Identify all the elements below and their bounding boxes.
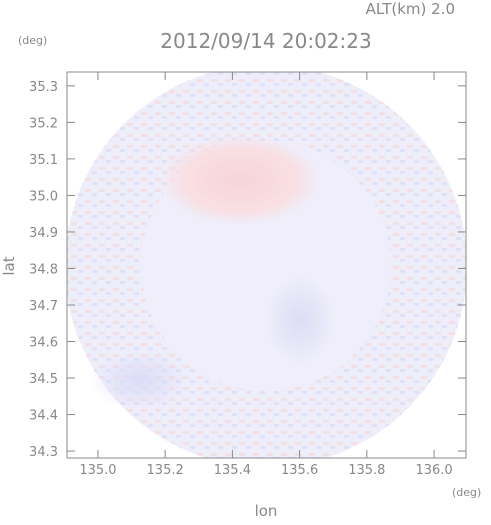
y-tick-label: 34.4 [29, 409, 58, 424]
x-tick-label: 135.8 [348, 463, 385, 478]
x-tick-label: 135.4 [214, 463, 251, 478]
y-tick-label: 34.9 [29, 226, 58, 241]
y-tick-label: 34.6 [29, 336, 58, 351]
altitude-label: ALT(km) 2.0 [366, 0, 455, 18]
plot-frame [66, 71, 467, 459]
y-tick-label: 35.2 [29, 116, 58, 131]
radar-field [67, 72, 466, 458]
y-tick-label: 34.5 [29, 372, 58, 387]
x-axis-label: lon [255, 502, 278, 520]
y-tick-label: 35.1 [29, 153, 58, 168]
y-axis-label: lat [0, 256, 18, 275]
y-tick-label: 35.3 [29, 80, 58, 95]
x-tick-label: 135.2 [147, 463, 184, 478]
x-tick-label: 135.6 [281, 463, 318, 478]
y-tick-label: 34.3 [29, 445, 58, 460]
x-tick-label: 136.0 [415, 463, 452, 478]
y-unit: (deg) [18, 34, 47, 47]
y-tick-label: 34.7 [29, 299, 58, 314]
y-tick-label: 34.8 [29, 262, 58, 277]
chart-title: 2012/09/14 20:02:23 [160, 29, 371, 53]
x-unit: (deg) [452, 486, 481, 499]
x-tick-label: 135.0 [79, 463, 116, 478]
y-tick-label: 35.0 [29, 189, 58, 204]
